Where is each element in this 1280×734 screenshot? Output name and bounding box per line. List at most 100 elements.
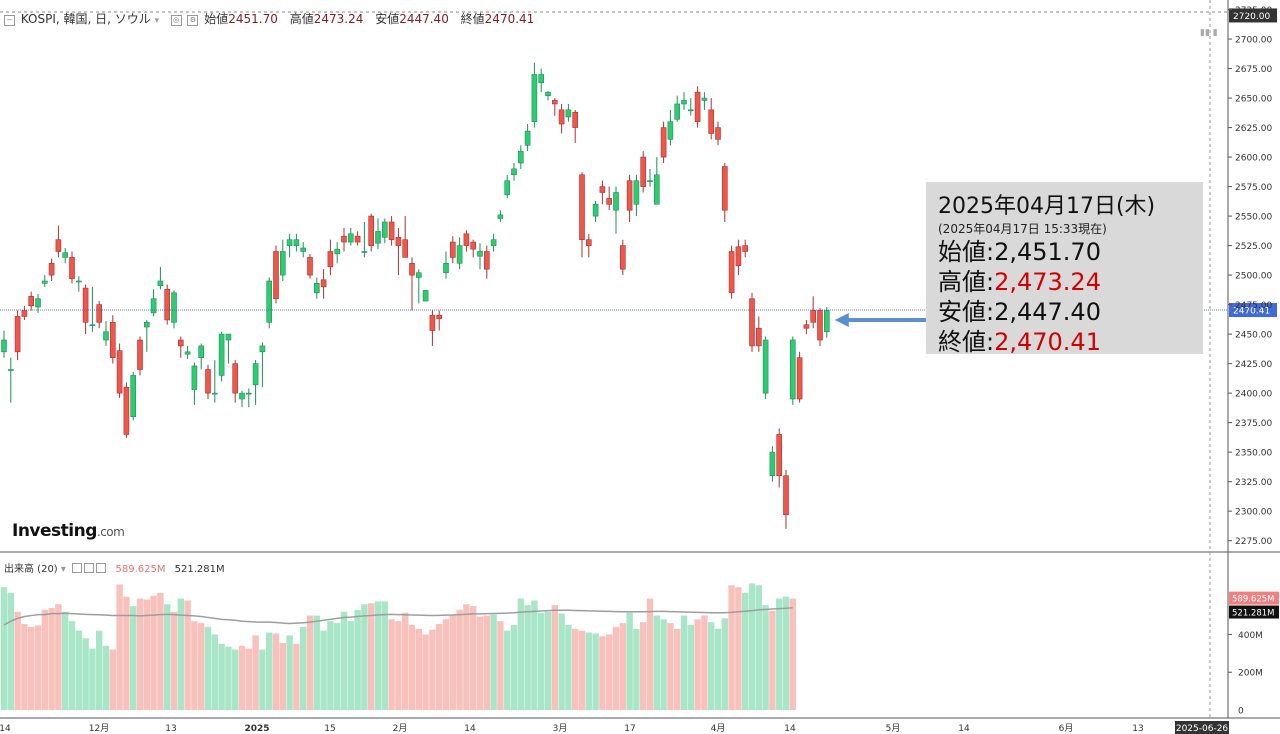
settings-icon[interactable]: ⚙ bbox=[187, 15, 199, 26]
volume-dropdown-icon[interactable]: ▾ bbox=[60, 564, 66, 575]
volume-bar bbox=[646, 598, 654, 710]
info-close-value: 2,470.41 bbox=[994, 328, 1101, 356]
volume-bar bbox=[422, 634, 429, 710]
time-tick-label: 4月 bbox=[711, 723, 726, 734]
price-tick-label: 2500.00 bbox=[1235, 272, 1272, 282]
volume-bar bbox=[55, 604, 62, 710]
candle-body bbox=[191, 365, 198, 390]
candle-body bbox=[395, 237, 402, 246]
volume-bar bbox=[306, 615, 314, 710]
info-sep: : bbox=[986, 238, 995, 266]
time-tick-label: 2月 bbox=[393, 723, 408, 734]
time-tick-label: 17 bbox=[624, 724, 635, 734]
info-asof: (2025年04月17日 15:33現在) bbox=[938, 222, 1107, 236]
volume-bar bbox=[361, 604, 368, 710]
candle-body bbox=[313, 283, 320, 294]
candle-body bbox=[41, 280, 48, 284]
volume-bar bbox=[225, 646, 232, 710]
candle-body bbox=[103, 331, 109, 341]
time-tick-label: 14 bbox=[784, 724, 796, 734]
volume-tick-label: 400M bbox=[1238, 631, 1263, 641]
price-tick-label: 2400.00 bbox=[1235, 390, 1272, 400]
pointer-arrowhead bbox=[834, 313, 849, 327]
candle-body bbox=[375, 231, 381, 244]
volume-bar bbox=[388, 619, 395, 710]
open-value: 2451.70 bbox=[228, 12, 278, 26]
volume-bar bbox=[415, 628, 422, 710]
info-close-label: 終値 bbox=[938, 328, 986, 356]
volume-axis[interactable]: 200M 400M 0 589.625M 521.281M bbox=[1228, 591, 1279, 717]
candle-body bbox=[116, 350, 123, 394]
candle-body bbox=[735, 246, 742, 266]
candle-body bbox=[422, 290, 429, 302]
info-sep: : bbox=[986, 328, 995, 356]
time-end-label: 2025-06-26 bbox=[1176, 724, 1229, 734]
volume-bar bbox=[735, 587, 742, 710]
candle-body bbox=[286, 239, 293, 246]
volume-bar bbox=[524, 605, 531, 710]
volume-bar bbox=[633, 628, 640, 710]
price-tick-label: 2350.00 bbox=[1235, 449, 1272, 459]
volume-close-icon[interactable] bbox=[96, 563, 107, 573]
candle-body bbox=[28, 296, 35, 307]
candle-body bbox=[184, 351, 191, 355]
volume-bar bbox=[599, 636, 606, 710]
candles bbox=[1, 62, 830, 529]
price-tick-label: 2325.00 bbox=[1235, 478, 1272, 488]
volume-bar bbox=[776, 598, 783, 710]
price-axis[interactable]: 2275.00 2300.00 2325.00 2350.00 2375.00 2400.… bbox=[1228, 6, 1272, 547]
candle-body bbox=[755, 327, 762, 347]
info-high-label: 高値 bbox=[938, 268, 986, 296]
volume-bar bbox=[177, 598, 184, 710]
candle-body bbox=[123, 386, 130, 435]
candle-body bbox=[490, 239, 497, 246]
volume-ma-tag bbox=[1229, 605, 1279, 619]
volume-bar bbox=[510, 625, 518, 710]
candle-body bbox=[551, 100, 558, 105]
info-high-row: 高値:2,473.24 bbox=[938, 267, 1203, 297]
volume-title[interactable]: 出来高 (20) bbox=[4, 564, 58, 575]
price-tick-label: 2525.00 bbox=[1235, 242, 1272, 252]
time-tick-label: 13 bbox=[165, 724, 176, 734]
volume-settings-icon[interactable] bbox=[84, 563, 95, 573]
volume-bar bbox=[728, 585, 735, 710]
candle-body bbox=[817, 310, 823, 341]
info-open-value: 2,451.70 bbox=[994, 238, 1101, 266]
volume-bar bbox=[381, 601, 388, 710]
volume-bar bbox=[721, 618, 728, 710]
volume-bar bbox=[157, 592, 164, 710]
volume-bar bbox=[7, 592, 14, 710]
candle-body bbox=[606, 198, 613, 205]
volume-bar bbox=[640, 622, 647, 710]
candle-body bbox=[259, 345, 266, 353]
time-tick-label: 15 bbox=[324, 724, 335, 734]
candle-body bbox=[368, 215, 375, 246]
time-axis[interactable]: 14 12月 13 2025 15 2月 14 3月 17 4月 14 5月 14 6月 13 2025-06… bbox=[0, 721, 1229, 734]
candle-body bbox=[212, 392, 218, 395]
dropdown-icon[interactable]: ▾ bbox=[154, 16, 160, 26]
volume-bar bbox=[742, 592, 749, 710]
layout-toggle-icon[interactable]: ▮▮ ▮ bbox=[1200, 28, 1218, 38]
volume-visibility-icon[interactable] bbox=[72, 563, 83, 573]
price-tick-label: 2300.00 bbox=[1235, 508, 1272, 518]
volume-bar bbox=[578, 630, 586, 710]
visibility-icon[interactable]: ◎ bbox=[170, 15, 182, 26]
volume-bar bbox=[75, 630, 82, 710]
candle-body bbox=[293, 239, 300, 246]
instrument-title[interactable]: KOSPI, 韓国, 日, ソウル bbox=[20, 12, 151, 26]
candle-body bbox=[110, 322, 116, 359]
volume-bar bbox=[232, 649, 239, 710]
volume-bars bbox=[0, 583, 796, 710]
close-value: 2470.41 bbox=[484, 12, 535, 26]
time-end-tag bbox=[1175, 721, 1229, 734]
candle-body bbox=[150, 298, 157, 314]
volume-bar bbox=[402, 612, 409, 710]
low-label: 安値 bbox=[375, 12, 400, 26]
volume-bar bbox=[687, 625, 694, 710]
volume-bar bbox=[701, 615, 708, 710]
collapse-icon[interactable]: − bbox=[4, 15, 15, 26]
candle-body bbox=[497, 214, 504, 219]
candle-body bbox=[388, 221, 395, 240]
volume-bar bbox=[204, 626, 212, 710]
